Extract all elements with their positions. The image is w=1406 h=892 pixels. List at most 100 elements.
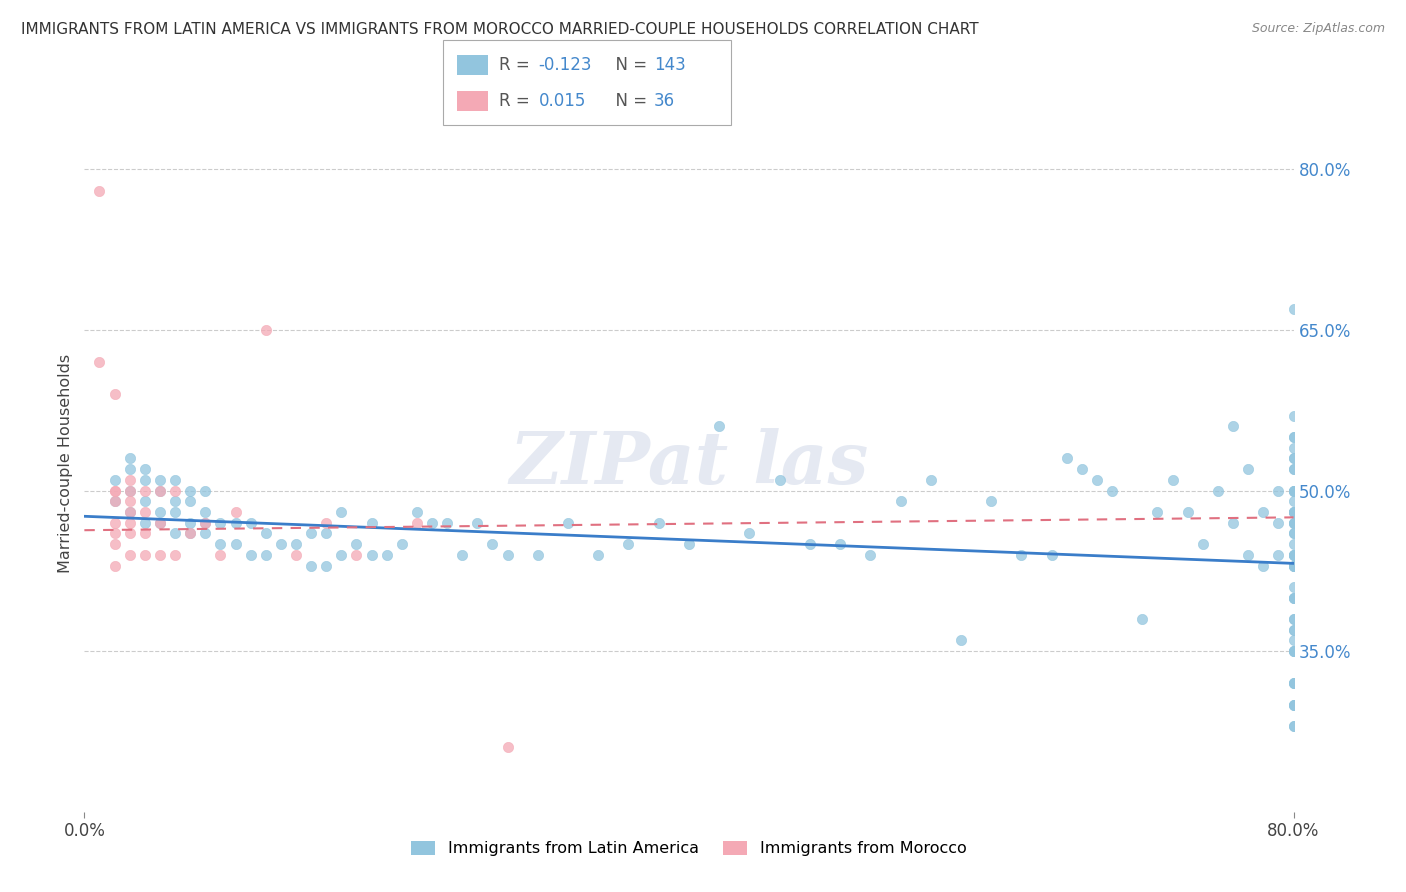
Point (330, 548, 353, 562)
Point (1282, 451, 1305, 466)
Point (134, 526, 156, 541)
Point (104, 558, 127, 573)
Point (315, 516, 337, 530)
Point (254, 548, 277, 562)
Point (104, 494, 127, 508)
Point (1011, 548, 1033, 562)
Point (194, 526, 217, 541)
Point (134, 494, 156, 508)
Point (1282, 526, 1305, 541)
Point (194, 505, 217, 519)
Point (467, 516, 489, 530)
Point (1282, 516, 1305, 530)
Point (1282, 719, 1305, 733)
Text: ZIPat las: ZIPat las (509, 428, 869, 500)
Point (194, 516, 217, 530)
Text: R =: R = (499, 56, 536, 74)
Point (1282, 409, 1305, 423)
Point (1237, 462, 1260, 476)
Point (179, 494, 201, 508)
Y-axis label: Married-couple Households: Married-couple Households (58, 354, 73, 574)
Point (118, 483, 141, 498)
Point (1282, 676, 1305, 690)
Point (617, 537, 640, 551)
Text: N =: N = (605, 92, 652, 110)
Point (299, 526, 322, 541)
Point (1282, 591, 1305, 605)
Point (179, 483, 201, 498)
Point (1282, 451, 1305, 466)
Point (375, 548, 398, 562)
Point (1056, 451, 1078, 466)
Point (1282, 430, 1305, 444)
Point (225, 505, 247, 519)
Point (1282, 644, 1305, 658)
Point (134, 505, 156, 519)
Text: Source: ZipAtlas.com: Source: ZipAtlas.com (1251, 22, 1385, 36)
Point (118, 548, 141, 562)
Point (496, 740, 519, 755)
Point (118, 462, 141, 476)
Point (1253, 558, 1275, 573)
Point (1282, 623, 1305, 637)
Point (391, 537, 413, 551)
Point (134, 516, 156, 530)
Text: 143: 143 (654, 56, 686, 74)
Point (104, 387, 127, 401)
Point (315, 526, 337, 541)
Point (1071, 462, 1094, 476)
Point (1282, 591, 1305, 605)
Point (118, 505, 141, 519)
Point (1130, 612, 1153, 626)
Point (1282, 301, 1305, 316)
Point (1282, 580, 1305, 594)
Point (1146, 505, 1168, 519)
Text: 0.015: 0.015 (538, 92, 586, 110)
Point (89, 355, 111, 369)
Point (239, 548, 262, 562)
Point (1177, 505, 1199, 519)
Point (118, 483, 141, 498)
Point (738, 526, 761, 541)
Point (149, 516, 172, 530)
Point (830, 537, 852, 551)
Point (194, 483, 217, 498)
Point (270, 537, 292, 551)
Point (1222, 516, 1244, 530)
Text: -0.123: -0.123 (538, 56, 592, 74)
Point (1282, 505, 1305, 519)
Point (1085, 473, 1108, 487)
Point (118, 473, 141, 487)
Point (527, 548, 550, 562)
Point (1040, 548, 1063, 562)
Point (1282, 483, 1305, 498)
Point (1267, 548, 1289, 562)
Point (557, 516, 579, 530)
Point (1282, 505, 1305, 519)
Point (1101, 483, 1123, 498)
Point (859, 548, 882, 562)
Point (1282, 537, 1305, 551)
Point (149, 483, 172, 498)
Point (1282, 644, 1305, 658)
Point (346, 548, 368, 562)
Point (149, 473, 172, 487)
Point (1282, 612, 1305, 626)
Point (165, 526, 187, 541)
Point (165, 548, 187, 562)
Point (118, 451, 141, 466)
Point (436, 516, 458, 530)
Point (890, 494, 912, 508)
Point (118, 526, 141, 541)
Point (1282, 516, 1305, 530)
Point (980, 494, 1002, 508)
Point (1282, 505, 1305, 519)
Point (1282, 548, 1305, 562)
Point (1282, 591, 1305, 605)
Point (149, 483, 172, 498)
Point (360, 516, 382, 530)
Point (360, 548, 382, 562)
Point (134, 548, 156, 562)
Point (420, 516, 443, 530)
Point (179, 526, 201, 541)
